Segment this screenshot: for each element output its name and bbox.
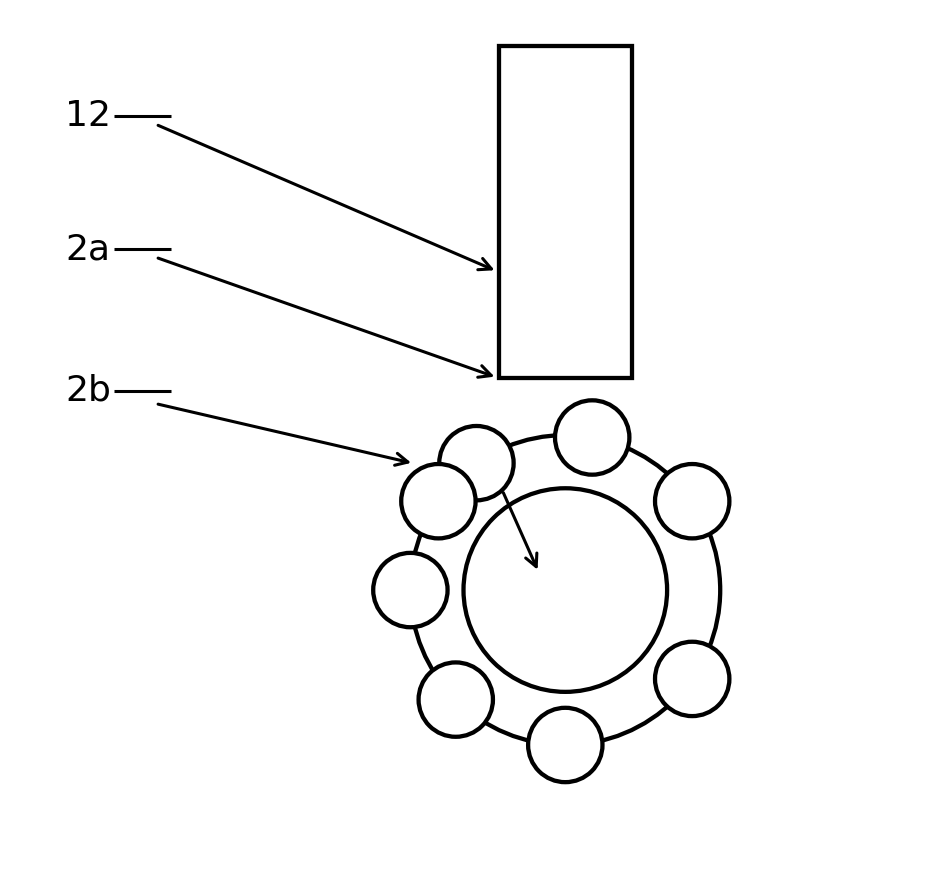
Circle shape: [411, 435, 720, 745]
Circle shape: [419, 662, 493, 737]
Circle shape: [464, 488, 667, 692]
Circle shape: [655, 464, 730, 538]
Circle shape: [401, 464, 476, 538]
Text: 2a: 2a: [65, 233, 110, 266]
Text: 2b: 2b: [65, 374, 111, 408]
Bar: [499, 45, 631, 377]
Circle shape: [555, 400, 629, 475]
Circle shape: [528, 708, 603, 782]
Circle shape: [439, 426, 514, 500]
Text: 12: 12: [65, 99, 111, 133]
Circle shape: [655, 642, 730, 716]
Circle shape: [374, 553, 448, 627]
